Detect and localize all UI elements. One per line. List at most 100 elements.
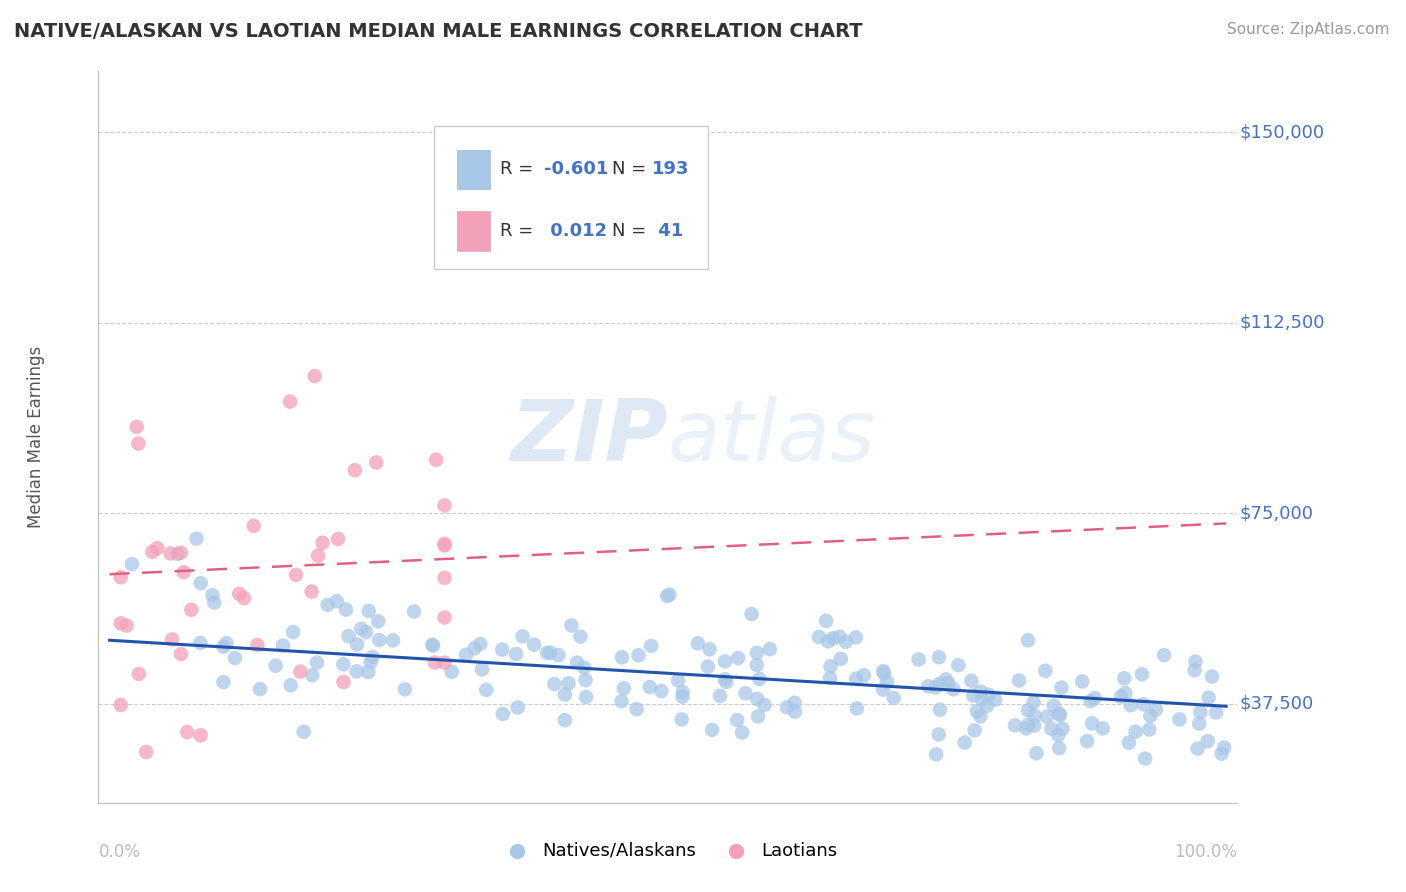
Point — [1119, 698, 1142, 713]
Point — [1213, 740, 1236, 755]
Point — [835, 635, 858, 649]
Point — [1198, 690, 1220, 705]
Point — [776, 700, 799, 714]
Point — [366, 455, 388, 469]
Text: R =: R = — [501, 222, 540, 240]
Point — [1017, 633, 1039, 648]
Point — [727, 651, 749, 665]
Point — [337, 629, 360, 643]
Point — [128, 667, 150, 681]
Point — [928, 727, 950, 741]
Point — [543, 677, 565, 691]
Point — [1168, 712, 1191, 726]
Point — [1201, 669, 1223, 683]
Point — [135, 745, 157, 759]
Point — [1033, 664, 1056, 678]
Point — [278, 394, 301, 409]
Point — [1133, 751, 1156, 765]
Point — [1017, 703, 1039, 717]
Point — [492, 706, 515, 721]
Point — [470, 637, 492, 651]
Point — [1211, 747, 1233, 761]
Point — [845, 672, 868, 686]
Point — [215, 636, 238, 650]
Point — [1109, 690, 1132, 704]
Point — [1187, 741, 1209, 756]
Point — [1091, 722, 1114, 736]
Point — [264, 658, 287, 673]
Text: ZIP: ZIP — [510, 395, 668, 479]
Point — [159, 546, 181, 560]
Point — [640, 639, 662, 653]
Point — [650, 684, 672, 698]
Point — [1047, 728, 1070, 742]
Point — [166, 547, 188, 561]
Point — [307, 549, 329, 563]
Point — [610, 650, 633, 665]
Point — [725, 713, 748, 727]
Point — [110, 616, 132, 631]
Legend: Natives/Alaskans, Laotians: Natives/Alaskans, Laotians — [492, 835, 844, 867]
Point — [699, 642, 721, 657]
Point — [170, 546, 193, 560]
Point — [110, 698, 132, 712]
Point — [1188, 716, 1211, 731]
Point — [1015, 722, 1038, 736]
FancyBboxPatch shape — [434, 127, 707, 268]
Point — [146, 541, 169, 555]
Point — [963, 723, 986, 738]
Point — [613, 681, 636, 696]
Point — [828, 630, 851, 644]
Point — [830, 652, 852, 666]
Point — [1114, 671, 1136, 685]
Point — [747, 692, 769, 706]
Point — [1022, 695, 1045, 709]
Point — [745, 657, 768, 672]
Point — [574, 673, 596, 687]
Point — [671, 690, 693, 704]
Point — [301, 668, 323, 682]
Point — [1197, 734, 1219, 748]
Point — [820, 659, 842, 673]
Point — [1024, 718, 1046, 732]
Point — [249, 682, 271, 697]
Point — [745, 646, 768, 660]
Point — [638, 680, 661, 694]
Point — [917, 679, 939, 693]
Point — [1043, 698, 1066, 713]
Point — [1139, 708, 1161, 723]
Point — [627, 648, 650, 663]
Point — [505, 647, 527, 661]
Point — [845, 701, 868, 715]
Point — [290, 665, 312, 679]
Point — [666, 673, 689, 688]
Point — [872, 682, 894, 697]
Point — [925, 681, 948, 695]
Point — [953, 735, 976, 749]
Point — [883, 690, 905, 705]
Point — [325, 594, 347, 608]
Point — [700, 723, 723, 737]
Point — [121, 557, 143, 571]
Point — [984, 693, 1007, 707]
Point — [783, 696, 806, 710]
Text: $37,500: $37,500 — [1240, 695, 1313, 713]
Point — [170, 647, 193, 661]
Text: NATIVE/ALASKAN VS LAOTIAN MEDIAN MALE EARNINGS CORRELATION CHART: NATIVE/ALASKAN VS LAOTIAN MEDIAN MALE EA… — [14, 22, 863, 41]
Point — [1189, 705, 1212, 719]
Point — [1130, 667, 1153, 681]
Point — [394, 682, 416, 697]
Point — [807, 630, 830, 644]
Point — [125, 420, 148, 434]
Point — [271, 639, 294, 653]
Point — [852, 668, 875, 682]
Point — [246, 638, 269, 652]
Point — [1076, 734, 1098, 748]
Point — [948, 658, 970, 673]
Point — [972, 692, 994, 706]
Point — [970, 684, 993, 698]
Point — [977, 688, 1000, 702]
Point — [626, 702, 648, 716]
Point — [190, 576, 212, 591]
Point — [512, 629, 534, 643]
